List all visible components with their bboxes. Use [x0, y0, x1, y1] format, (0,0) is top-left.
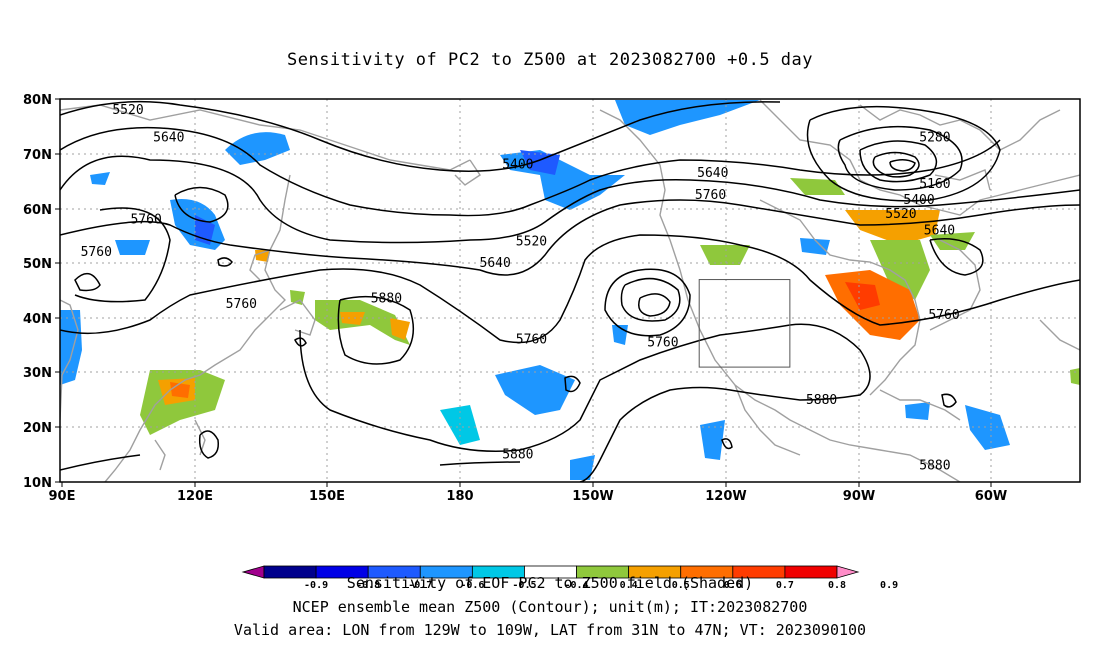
- lon-label: 90E: [49, 489, 76, 504]
- contour-label: 5640: [480, 256, 511, 271]
- shade-blob-negative: [225, 132, 290, 165]
- shade-blob-negative: [905, 402, 930, 420]
- contour-label: 5640: [697, 166, 728, 181]
- shade-blob-negative: [60, 310, 82, 385]
- colorbar-tick-label: 0.4: [620, 580, 638, 591]
- map-border: [59, 98, 1081, 483]
- latitude-axis: 80N 70N 60N 50N 40N 30N 20N 10N: [23, 93, 60, 491]
- shade-blob-positive: [790, 178, 845, 195]
- lon-label: 90W: [843, 489, 875, 504]
- shade-blob-positive-medium: [340, 312, 365, 325]
- shade-blob-positive: [870, 240, 930, 300]
- contour-label: 5160: [919, 177, 950, 192]
- contour-label: 5520: [516, 234, 547, 249]
- plot-title: Sensitivity of PC2 to Z500 at 2023082700…: [286, 50, 813, 70]
- contour-label: 5760: [516, 333, 547, 348]
- colorbar-tick-label: -0.8: [356, 580, 380, 591]
- shade-blob-positive: [700, 245, 750, 265]
- lat-label: 20N: [23, 421, 52, 436]
- shade-blob-negative: [570, 455, 595, 480]
- contour-label: 5520: [885, 207, 916, 222]
- contour-label: 5280: [919, 130, 950, 145]
- colorbar-tick-label: 0.8: [828, 580, 846, 591]
- colorbar-tick-label: 0.9: [880, 580, 898, 591]
- shade-blob-negative: [965, 405, 1010, 450]
- colorbar-max-arrow: [836, 565, 860, 579]
- shade-blob-positive: [1070, 368, 1080, 385]
- shade-blob-negative: [495, 365, 575, 415]
- lat-label: 50N: [23, 257, 52, 272]
- shade-blob-negative: [90, 172, 110, 185]
- colorbar-tick-label: -0.5: [512, 580, 536, 591]
- shade-blob-negative: [800, 238, 830, 255]
- caption-contour: NCEP ensemble mean Z500 (Contour); unit(…: [292, 598, 808, 616]
- contour-label: 5400: [502, 158, 533, 173]
- colorbar-tick-label: -0.4: [564, 580, 588, 591]
- lat-label: 60N: [23, 203, 52, 218]
- lon-label: 150E: [309, 489, 345, 504]
- lon-label: 120W: [705, 489, 746, 504]
- colorbar-tick-label: -0.6: [460, 580, 484, 591]
- contour-label: 5880: [919, 459, 950, 474]
- lon-label: 150W: [572, 489, 613, 504]
- colorbar-tick-label: 0.6: [724, 580, 742, 591]
- lat-label: 40N: [23, 312, 52, 327]
- shade-blob-negative: [615, 100, 760, 135]
- shade-blob-negative: [700, 420, 725, 460]
- lat-label: 80N: [23, 93, 52, 108]
- contour-label: 5760: [695, 188, 726, 203]
- caption-shaded: Sensitivity of EOF PC2 to Z500 field (Sh…: [346, 574, 754, 592]
- shade-blob-positive-strongest: [845, 282, 880, 310]
- colorbar-tick-label: 0.5: [672, 580, 690, 591]
- contour-label: 5640: [153, 130, 184, 145]
- valid-area-box: [698, 279, 791, 368]
- shade-blob-positive-medium: [390, 318, 410, 340]
- longitude-axis: 90E 120E 150E 180 150W 120W 90W 60W: [49, 482, 1007, 504]
- contour-label: 5880: [502, 448, 533, 463]
- contour-label: 5400: [903, 193, 934, 208]
- lat-label: 10N: [23, 476, 52, 491]
- contour-label: 5760: [130, 212, 161, 227]
- contour-label: 5760: [647, 335, 678, 350]
- shade-blob-positive-medium: [845, 210, 940, 245]
- colorbar-tick-label: -0.9: [304, 580, 328, 591]
- contour-label: 5760: [928, 308, 959, 323]
- contour-label: 5880: [371, 292, 402, 307]
- colorbar-tick-label: -0.7: [408, 580, 432, 591]
- lat-label: 70N: [23, 148, 52, 163]
- lat-label: 30N: [23, 366, 52, 381]
- colorbar: -0.9 -0.8 -0.7 -0.6 -0.5 -0.4 0.4 0.5 0.6 0.7 0.8 0…: [241, 565, 898, 591]
- contour-label: 5640: [924, 223, 955, 238]
- lon-label: 120E: [177, 489, 213, 504]
- contour-label: 5520: [112, 103, 143, 118]
- lon-label: 180: [446, 489, 473, 504]
- contour-label: 5760: [81, 245, 112, 260]
- lon-label: 60W: [975, 489, 1007, 504]
- graticule: [60, 99, 1080, 482]
- shade-blob-positive-medium: [255, 250, 270, 262]
- caption-valid-area: Valid area: LON from 129W to 109W, LAT f…: [233, 621, 867, 639]
- contour-label: 5880: [806, 393, 837, 408]
- shade-blob-negative: [115, 240, 150, 255]
- colorbar-tick-label: 0.7: [776, 580, 794, 591]
- shade-blob-positive: [930, 232, 975, 250]
- contour-label: 5760: [226, 297, 257, 312]
- z500-contours: [60, 100, 1080, 482]
